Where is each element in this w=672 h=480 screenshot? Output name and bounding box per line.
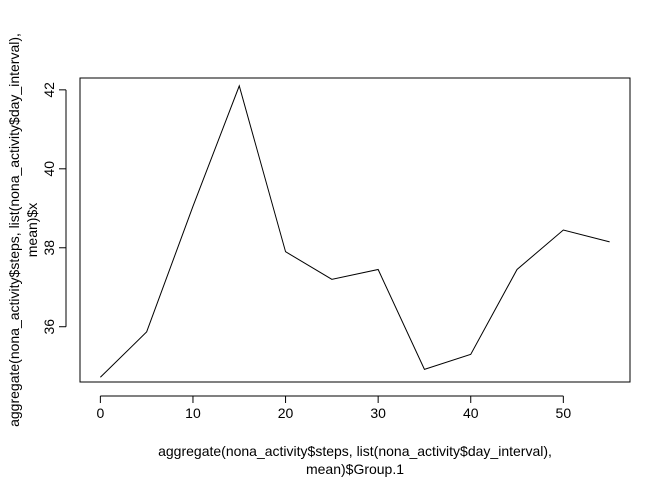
plot-frame: [79, 77, 631, 383]
y-axis: 36 38 40 42: [41, 82, 67, 335]
x-tick-label: 40: [463, 405, 479, 421]
series-group: [100, 84, 610, 378]
x-axis-title-line-2: mean)$Group.1: [306, 461, 404, 477]
x-tick-label: 50: [556, 405, 572, 421]
y-tick-label: 40: [41, 161, 57, 177]
y-tick-label: 38: [41, 240, 57, 256]
x-tick-label: 10: [185, 405, 201, 421]
series-line: [100, 84, 610, 378]
x-axis: 0 10 20 30 40 50: [96, 395, 572, 421]
x-tick-label: 20: [278, 405, 294, 421]
y-tick-label: 42: [41, 82, 57, 98]
y-tick-label: 36: [41, 319, 57, 335]
x-tick-label: 30: [370, 405, 386, 421]
x-tick-label: 0: [96, 405, 104, 421]
x-axis-title-line-1: aggregate(nona_activity$steps, list(nona…: [158, 443, 552, 459]
y-axis-title-line-2: mean)$x: [24, 203, 40, 257]
y-axis-title-line-1: aggregate(nona_activity$steps, list(nona…: [6, 33, 22, 427]
